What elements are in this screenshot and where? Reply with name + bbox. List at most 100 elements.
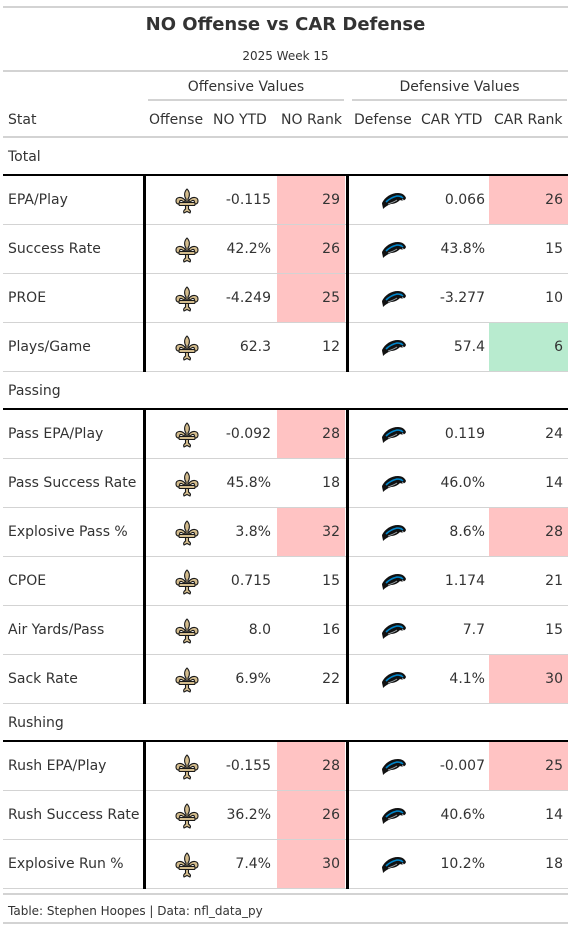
col-header-stat: Stat — [8, 112, 37, 128]
no-rank-value: 26 — [277, 225, 345, 273]
stat-name: Rush EPA/Play — [8, 758, 107, 774]
no-ytd-value: -4.249 — [225, 290, 271, 306]
car-rank-value: 14 — [545, 807, 563, 823]
stat-name: Pass Success Rate — [8, 475, 137, 491]
panthers-logo-icon — [380, 237, 408, 263]
group-top-rule — [3, 408, 568, 410]
table-row: CPOE 0.715 15 1.174 21 — [3, 557, 568, 606]
col-header-car-ytd: CAR YTD — [421, 112, 483, 128]
stat-name: PROE — [8, 290, 47, 306]
no-ytd-value: 6.9% — [235, 671, 271, 687]
panthers-logo-icon — [380, 667, 408, 693]
stat-name: CPOE — [8, 573, 47, 589]
car-ytd-value: -3.277 — [439, 290, 485, 306]
col-header-no-ytd: NO YTD — [213, 112, 267, 128]
no-ytd-value: 62.3 — [239, 339, 271, 355]
row-divider — [3, 224, 568, 225]
table-row: Plays/Game 62.3 12 57.4 6 — [3, 323, 568, 372]
saints-fleur-de-lis-icon — [173, 852, 201, 878]
no-rank-value: 22 — [322, 671, 340, 687]
car-rank-value: 26 — [489, 176, 568, 224]
no-rank-value: 12 — [322, 339, 340, 355]
panthers-logo-icon — [380, 569, 408, 595]
row-divider — [3, 273, 568, 274]
saints-fleur-de-lis-icon — [173, 618, 201, 644]
table-row: Rush Success Rate 36.2% 26 40.6% 14 — [3, 791, 568, 840]
table-row: Air Yards/Pass 8.0 16 7.7 15 — [3, 606, 568, 655]
no-ytd-value: 36.2% — [226, 807, 271, 823]
panthers-logo-icon — [380, 471, 408, 497]
panthers-logo-icon — [380, 520, 408, 546]
footer-rule — [3, 922, 568, 924]
table-subtitle: 2025 Week 15 — [242, 49, 329, 63]
saints-fleur-de-lis-icon — [173, 422, 201, 448]
saints-fleur-de-lis-icon — [173, 569, 201, 595]
car-ytd-value: 0.066 — [444, 192, 485, 208]
col-header-defense: Defense — [354, 112, 412, 128]
car-rank-value: 15 — [545, 622, 563, 638]
defense-column-border — [346, 176, 349, 372]
no-ytd-value: -0.155 — [225, 758, 271, 774]
car-rank-value: 14 — [545, 475, 563, 491]
no-ytd-value: 8.0 — [248, 622, 271, 638]
car-ytd-value: 57.4 — [453, 339, 485, 355]
row-divider — [3, 839, 568, 840]
car-rank-value: 15 — [545, 241, 563, 257]
no-rank-value: 32 — [277, 508, 345, 556]
row-divider — [3, 371, 568, 372]
saints-fleur-de-lis-icon — [173, 754, 201, 780]
no-rank-value: 29 — [277, 176, 345, 224]
offense-column-border — [143, 176, 146, 372]
row-divider — [3, 703, 568, 704]
row-divider — [3, 888, 568, 889]
col-header-offense: Offense — [149, 112, 204, 128]
car-ytd-value: 0.119 — [444, 426, 485, 442]
row-divider — [3, 322, 568, 323]
table-row: Pass EPA/Play -0.092 28 0.119 24 — [3, 410, 568, 459]
header-rule — [3, 70, 568, 72]
panthers-logo-icon — [380, 803, 408, 829]
stat-name: Plays/Game — [8, 339, 91, 355]
table-row: Explosive Run % 7.4% 30 10.2% 18 — [3, 840, 568, 889]
row-group-label: Passing — [8, 383, 61, 399]
panthers-logo-icon — [380, 754, 408, 780]
car-ytd-value: 40.6% — [440, 807, 485, 823]
row-divider — [3, 790, 568, 791]
table-row: EPA/Play -0.115 29 0.066 26 — [3, 176, 568, 225]
row-divider — [3, 605, 568, 606]
no-rank-value: 25 — [277, 274, 345, 322]
saints-fleur-de-lis-icon — [173, 286, 201, 312]
car-ytd-value: 10.2% — [440, 856, 485, 872]
car-ytd-value: 7.7 — [462, 622, 485, 638]
bottom-rule — [3, 893, 568, 895]
no-ytd-value: 3.8% — [235, 524, 271, 540]
car-rank-value: 28 — [489, 508, 568, 556]
saints-fleur-de-lis-icon — [173, 667, 201, 693]
offense-column-border — [143, 742, 146, 889]
saints-fleur-de-lis-icon — [173, 188, 201, 214]
spanner-underline — [352, 99, 567, 101]
stat-name: Rush Success Rate — [8, 807, 140, 823]
car-ytd-value: 4.1% — [449, 671, 485, 687]
no-rank-value: 18 — [322, 475, 340, 491]
saints-fleur-de-lis-icon — [173, 237, 201, 263]
col-header-no-rank: NO Rank — [281, 112, 342, 128]
row-group-label: Rushing — [8, 715, 64, 731]
car-ytd-value: 1.174 — [444, 573, 485, 589]
no-ytd-value: 0.715 — [230, 573, 271, 589]
no-ytd-value: 45.8% — [226, 475, 271, 491]
table-source-note: Table: Stephen Hoopes | Data: nfl_data_p… — [8, 904, 263, 918]
stat-name: Pass EPA/Play — [8, 426, 104, 442]
stat-name: Explosive Run % — [8, 856, 124, 872]
no-ytd-value: 7.4% — [235, 856, 271, 872]
panthers-logo-icon — [380, 188, 408, 214]
car-rank-value: 25 — [489, 742, 568, 790]
panthers-logo-icon — [380, 286, 408, 312]
car-rank-value: 30 — [489, 655, 568, 703]
spanner-underline — [148, 99, 344, 101]
defensive-values-label: Defensive Values — [399, 79, 520, 95]
stat-name: EPA/Play — [8, 192, 68, 208]
no-rank-value: 15 — [322, 573, 340, 589]
car-rank-value: 24 — [545, 426, 563, 442]
row-group-label: Total — [8, 149, 41, 165]
